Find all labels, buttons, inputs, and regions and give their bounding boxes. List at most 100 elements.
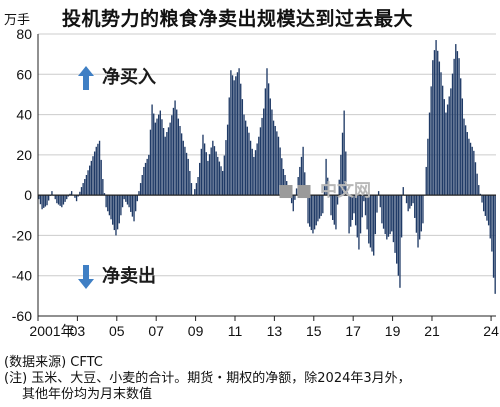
bar [340, 154, 342, 196]
bar [67, 195, 70, 197]
bar [269, 98, 271, 196]
bar [415, 195, 418, 233]
bar [359, 195, 362, 234]
bar [162, 128, 165, 196]
bar [51, 191, 53, 196]
bar [75, 195, 78, 202]
bar [89, 165, 91, 196]
bar [44, 195, 47, 207]
bar [112, 195, 114, 225]
bar [384, 195, 386, 235]
x-tick-label: 24 [483, 323, 499, 339]
watermark: ■■ 中文网 [278, 176, 371, 201]
bar [304, 172, 306, 196]
bar [443, 99, 445, 196]
bar [135, 195, 137, 212]
bar [407, 195, 409, 212]
bar [364, 195, 367, 216]
bar [391, 195, 393, 232]
bar [80, 187, 83, 196]
bar [377, 191, 380, 196]
bar [176, 109, 178, 196]
bar [333, 195, 335, 225]
x-tick-label: 19 [385, 323, 401, 339]
bar [115, 195, 117, 236]
bar [130, 195, 132, 212]
bar [292, 195, 294, 212]
bar [126, 195, 129, 205]
y-tick-label: -40 [12, 268, 32, 284]
bar [138, 191, 140, 196]
bar [318, 195, 321, 219]
bar [161, 119, 163, 196]
bar [409, 195, 411, 209]
bar [136, 195, 138, 202]
bar [309, 195, 311, 227]
bar [212, 140, 214, 196]
bar [62, 195, 65, 205]
footnote-line-2: 其他年份均为月末数值 [22, 387, 153, 402]
y-tick-label: -60 [12, 308, 32, 324]
bar [373, 195, 375, 256]
bar [417, 195, 419, 248]
bar [331, 195, 334, 220]
bar [100, 159, 102, 196]
bar [435, 40, 437, 196]
bar [392, 195, 395, 243]
bar [284, 175, 286, 196]
bar [368, 195, 370, 244]
bar [102, 179, 104, 196]
bar [425, 166, 427, 196]
bar [286, 181, 288, 196]
bar [277, 136, 280, 196]
bar [116, 195, 119, 230]
bar [396, 195, 398, 264]
bar [210, 147, 212, 196]
bar [453, 58, 455, 196]
y-tick-label: 80 [16, 26, 32, 42]
bar [64, 195, 66, 202]
bar [107, 195, 109, 212]
bar [120, 195, 122, 216]
bar [59, 195, 61, 206]
bar [222, 170, 224, 196]
bar [299, 166, 301, 196]
bar [169, 122, 171, 196]
bar [205, 152, 207, 196]
bar [157, 114, 160, 196]
bar [374, 195, 377, 235]
net-buy-label: 净买入 [102, 67, 156, 88]
bar [149, 129, 152, 196]
x-tick-label: 17 [345, 323, 361, 339]
bar [402, 187, 404, 196]
bar [389, 195, 391, 235]
net-sell-annotation: 净卖出 [78, 262, 156, 289]
y-tick-label: -20 [12, 227, 32, 243]
bar [167, 127, 170, 196]
bar [121, 195, 124, 208]
bar [200, 148, 203, 196]
bar [166, 132, 168, 196]
bar [141, 175, 143, 196]
up-arrow-icon [78, 66, 94, 90]
bar [246, 126, 248, 196]
bar [264, 88, 267, 196]
bar [272, 120, 275, 196]
bar [451, 73, 454, 196]
bar [276, 131, 278, 196]
bar [279, 147, 281, 196]
bar [491, 195, 493, 252]
bar [441, 85, 444, 196]
bar [405, 195, 408, 204]
bar [335, 195, 337, 230]
bar [148, 154, 150, 196]
x-tick-label: 03 [70, 323, 86, 339]
bar [494, 195, 496, 294]
bar [414, 195, 416, 218]
bar [123, 195, 125, 200]
bar [228, 97, 230, 196]
bar [179, 125, 181, 196]
bar [354, 195, 357, 226]
bar [61, 195, 63, 208]
